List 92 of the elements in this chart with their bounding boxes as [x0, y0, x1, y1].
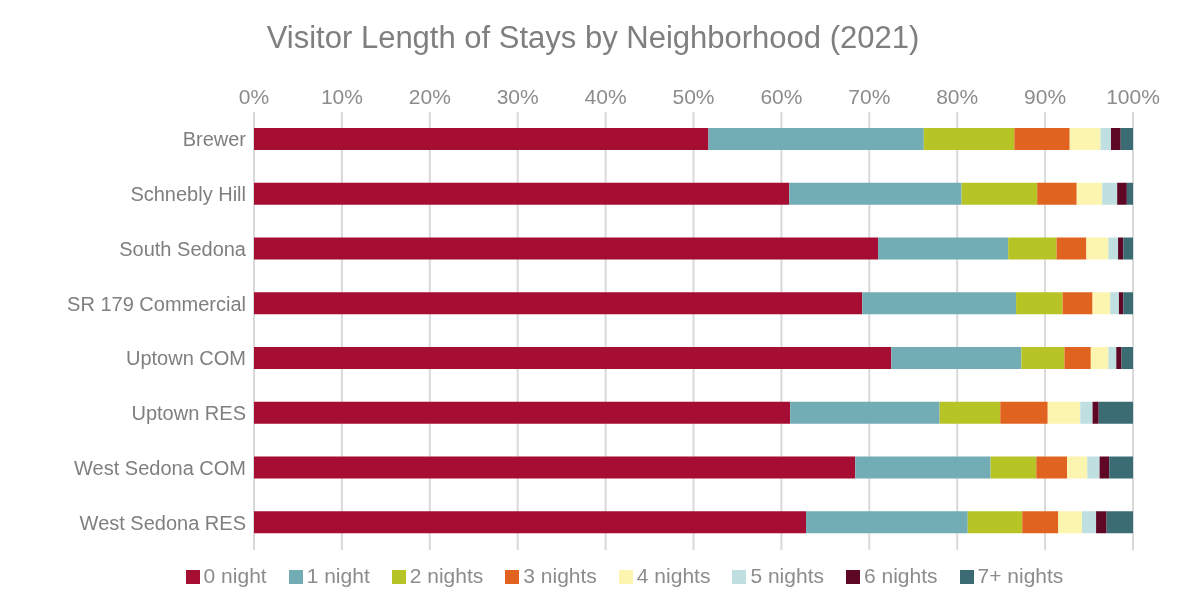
bar: [1062, 292, 1093, 315]
y-tick-label: South Sedona: [119, 237, 247, 260]
bar: [790, 401, 940, 424]
bar: [254, 292, 863, 315]
bar: [1120, 128, 1133, 150]
bar: [990, 456, 1037, 479]
y-tick-label: Uptown COM: [125, 347, 246, 370]
bar: [1096, 511, 1107, 534]
bar: [878, 237, 1009, 260]
legend-label: 6 nights: [863, 564, 938, 587]
bar: [1080, 401, 1093, 424]
bar: [1126, 182, 1133, 205]
bar: [1036, 456, 1068, 479]
y-tick-label: West Sedona RES: [79, 511, 246, 534]
bar: [1123, 292, 1133, 315]
bar: [891, 347, 1022, 369]
bar: [1087, 456, 1100, 479]
bar: [862, 292, 1017, 315]
y-tick-label: SR 179 Commercial: [67, 292, 246, 315]
legend-label: 4 nights: [636, 564, 711, 587]
bar: [1106, 511, 1133, 534]
bar: [1092, 401, 1099, 424]
y-tick-label: Uptown RES: [131, 402, 246, 425]
bar: [1067, 456, 1088, 479]
bar: [1123, 237, 1133, 260]
bar: [1099, 456, 1110, 479]
bar: [1117, 182, 1127, 205]
bar: [806, 511, 968, 534]
y-tick-label: Schnebly Hill: [130, 183, 246, 206]
bar: [1076, 182, 1103, 205]
y-tick-label: West Sedona COM: [74, 456, 246, 479]
chart-title: Visitor Length of Stays by Neighborhood (2021): [265, 19, 921, 57]
bar: [1082, 511, 1097, 534]
bar: [1111, 128, 1121, 150]
bar: [254, 401, 791, 424]
x-tick-label: 80%: [936, 85, 979, 108]
bar: [1022, 511, 1059, 534]
bar: [1118, 237, 1124, 260]
bar: [1109, 456, 1133, 479]
x-tick-label: 0%: [238, 85, 270, 108]
bar: [1000, 401, 1048, 424]
x-tick-label: 100%: [1106, 85, 1160, 108]
bar: [1056, 237, 1087, 260]
bar: [1014, 128, 1070, 150]
bar: [961, 182, 1038, 205]
bar: [254, 128, 709, 150]
bar: [1064, 347, 1091, 369]
bar: [1058, 511, 1083, 534]
legend-label: 1 night: [306, 564, 370, 587]
bar: [1108, 237, 1119, 260]
bar: [1102, 182, 1118, 205]
bar: [1090, 347, 1109, 369]
bar: [1110, 292, 1119, 315]
bar: [254, 456, 856, 479]
bar: [1086, 237, 1109, 260]
bar: [789, 182, 962, 205]
x-tick-label: 90%: [1024, 85, 1067, 108]
bar: [1021, 347, 1065, 369]
bar: [254, 237, 879, 260]
bar: [254, 347, 892, 369]
bar: [1008, 237, 1057, 260]
bar: [1092, 292, 1111, 315]
legend-label: 0 night: [203, 564, 267, 587]
x-tick-label: 10%: [320, 85, 363, 108]
x-tick-label: 30%: [496, 85, 539, 108]
bar: [254, 182, 790, 205]
x-tick-label: 50%: [672, 85, 715, 108]
legend-label: 2 nights: [409, 564, 484, 587]
bar: [923, 128, 1015, 150]
legend-label: 3 nights: [523, 564, 597, 587]
legend-label: 5 nights: [750, 564, 824, 587]
bar: [1121, 347, 1133, 369]
bar: [1108, 347, 1117, 369]
bar: [1069, 128, 1101, 150]
bar: [967, 511, 1023, 534]
x-tick-label: 70%: [848, 85, 891, 108]
bar: [1116, 347, 1122, 369]
bar: [1047, 401, 1081, 424]
bar: [1098, 401, 1133, 424]
bar: [708, 128, 924, 150]
bar: [1100, 128, 1112, 150]
x-tick-label: 60%: [760, 85, 803, 108]
x-tick-label: 20%: [408, 85, 451, 108]
bar: [855, 456, 991, 479]
x-tick-label: 40%: [584, 85, 627, 108]
legend-label: 7+ nights: [977, 564, 1064, 587]
y-tick-label: Brewer: [182, 128, 247, 151]
bar: [939, 401, 1001, 424]
bar: [1037, 182, 1077, 205]
bar: [1016, 292, 1063, 315]
bar: [254, 511, 807, 534]
bar: [1118, 292, 1124, 315]
